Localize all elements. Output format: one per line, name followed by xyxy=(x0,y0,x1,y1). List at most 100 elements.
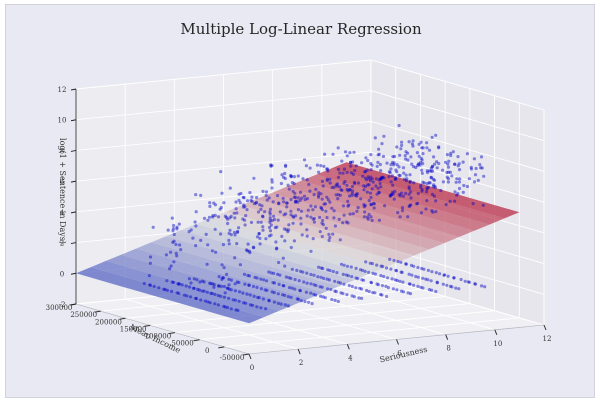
scatter-point xyxy=(194,210,198,214)
scatter-point xyxy=(206,300,210,304)
y-tick-mark xyxy=(144,324,151,327)
scatter-point xyxy=(264,190,269,194)
scatter-point xyxy=(396,259,400,264)
scatter-point xyxy=(400,140,404,144)
scatter-point xyxy=(391,287,395,291)
scatter-point xyxy=(379,177,383,181)
scatter-point xyxy=(216,293,220,298)
scatter-point xyxy=(368,191,373,195)
scatter-point xyxy=(397,165,401,169)
scatter-point xyxy=(152,284,156,288)
scatter-point xyxy=(342,263,346,267)
scatter-point xyxy=(433,162,437,166)
scatter-point xyxy=(435,281,439,285)
scatter-point xyxy=(222,201,226,205)
scatter-point xyxy=(330,185,334,190)
scatter-point xyxy=(157,286,161,290)
scatter-point xyxy=(363,204,367,208)
scatter-point xyxy=(421,162,425,166)
scatter-point xyxy=(299,222,303,226)
scatter-point xyxy=(340,159,344,163)
scatter-point xyxy=(472,157,476,161)
scatter-point xyxy=(356,277,360,281)
scatter-point xyxy=(332,209,336,213)
scatter-point xyxy=(369,175,373,179)
scatter-point xyxy=(264,307,268,311)
scatter-point xyxy=(389,167,393,171)
scatter-point xyxy=(382,134,386,138)
scatter-point xyxy=(187,277,191,281)
grid-line xyxy=(75,59,372,90)
scatter-point xyxy=(453,199,457,203)
scatter-point xyxy=(322,164,326,168)
x-tick-mark xyxy=(248,353,252,360)
scatter-point xyxy=(394,268,398,272)
scatter-point xyxy=(399,289,404,293)
scatter-point xyxy=(350,184,354,189)
scatter-point xyxy=(441,282,445,286)
scatter-point xyxy=(383,204,387,208)
grid-line xyxy=(199,310,495,341)
scatter-point xyxy=(303,299,307,304)
scatter-point xyxy=(267,299,271,303)
scatter-point xyxy=(409,190,413,194)
scatter-point xyxy=(254,200,259,204)
scatter-point xyxy=(407,185,411,189)
scatter-point xyxy=(373,291,377,295)
scatter-point xyxy=(411,164,416,169)
scatter-point xyxy=(228,216,232,220)
scatter-point xyxy=(268,207,273,211)
scatter-point xyxy=(433,186,437,190)
scatter-point xyxy=(302,280,306,284)
scatter-point xyxy=(451,150,455,154)
scatter-point xyxy=(362,215,366,219)
scatter-point xyxy=(379,176,383,180)
scatter-point xyxy=(362,278,366,282)
scatter-point xyxy=(297,279,301,283)
scatter-point xyxy=(371,291,375,295)
scatter-point xyxy=(457,168,462,172)
scatter-point xyxy=(292,239,296,243)
scatter-point xyxy=(466,280,470,284)
scatter-point xyxy=(281,196,285,200)
scatter-point xyxy=(421,276,425,280)
grid-line xyxy=(370,120,545,172)
scatter-point xyxy=(224,215,229,220)
scatter-point xyxy=(326,169,330,173)
scatter-point xyxy=(366,175,370,179)
scatter-point xyxy=(366,158,370,163)
scatter-point xyxy=(217,284,221,288)
scatter-point xyxy=(382,274,386,279)
scatter-point xyxy=(212,285,216,289)
scatter-point xyxy=(363,269,367,273)
grid-line xyxy=(370,59,545,111)
scatter-point xyxy=(420,158,424,162)
scatter-point xyxy=(476,178,480,182)
scatter-point xyxy=(419,185,423,189)
scatter-point xyxy=(316,275,320,279)
scatter-point xyxy=(315,163,319,167)
scatter-point xyxy=(255,305,259,309)
scatter-point xyxy=(344,220,348,224)
scatter-point xyxy=(205,262,209,266)
scatter-point xyxy=(376,153,380,157)
scatter-point xyxy=(380,176,384,180)
scatter-point xyxy=(292,175,296,179)
scatter-point xyxy=(324,209,328,213)
scatter-point xyxy=(426,278,430,282)
scatter-point xyxy=(373,136,377,140)
scatter-point xyxy=(199,193,203,197)
scatter-point xyxy=(376,186,380,190)
scatter-point xyxy=(366,217,370,221)
scatter-point xyxy=(282,200,286,204)
scatter-point xyxy=(454,180,458,184)
scatter-point xyxy=(358,268,363,272)
scatter-point xyxy=(259,306,263,310)
scatter-point xyxy=(430,270,434,274)
scatter-point xyxy=(199,238,203,242)
scatter-point xyxy=(177,222,181,226)
scatter-point xyxy=(209,291,213,295)
scatter-point xyxy=(234,200,238,204)
scatter-point xyxy=(309,215,313,219)
scatter-point xyxy=(257,232,261,236)
